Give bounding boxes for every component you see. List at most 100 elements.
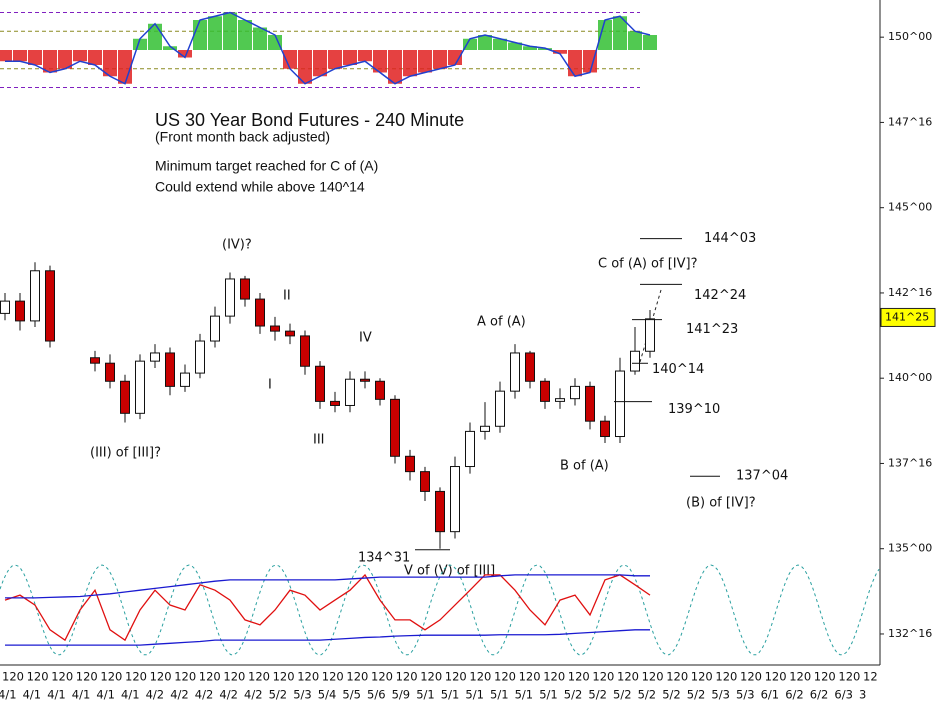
candle-body (450, 466, 460, 533)
oscillator-bar (343, 50, 357, 65)
x-tick-label: 120 (297, 670, 319, 684)
chart-title: US 30 Year Bond Futures - 240 Minute (155, 110, 464, 130)
oscillator-bar (178, 50, 192, 58)
candle-body (615, 370, 625, 438)
x-tick-label: 120 (76, 670, 98, 684)
oscillator-bar (463, 38, 477, 50)
cycle-line (0, 564, 880, 656)
candle-body (585, 385, 595, 422)
oscillator-bar (253, 27, 267, 50)
x-tick-label: 5/2 (687, 688, 706, 702)
candle-body (105, 362, 115, 382)
x-tick-label: 12 (863, 670, 878, 684)
oscillator-bar (523, 46, 537, 50)
candle-body (315, 365, 325, 402)
x-tick-label: 4/1 (47, 688, 66, 702)
wave-label: I (268, 378, 272, 393)
oscillator-bar (298, 50, 312, 84)
x-tick-label: 120 (100, 670, 122, 684)
oscillator-bar (193, 20, 207, 50)
oscillator-bar (58, 50, 72, 69)
wave-label: C of (A) of [IV]? (598, 257, 697, 272)
level-label: 140^14 (652, 362, 704, 377)
candle-body (150, 352, 160, 362)
x-tick-label: 5/9 (392, 688, 411, 702)
x-tick-label: 6/1 (761, 688, 780, 702)
candle-body (375, 380, 385, 400)
x-tick-label: 5/3 (293, 688, 312, 702)
level-label: 144^03 (704, 231, 756, 246)
candle-body (360, 378, 370, 382)
candle-body (225, 278, 235, 317)
indicator-line (4, 573, 651, 642)
x-tick-label: 5/2 (613, 688, 632, 702)
y-tick-label: 145^00 (888, 201, 932, 214)
last-price-box (880, 307, 936, 327)
x-tick-label: 5/1 (515, 688, 534, 702)
x-tick-label: 5/1 (490, 688, 509, 702)
x-tick-label: 4/1 (23, 688, 42, 702)
x-tick-label: 6/2 (785, 688, 804, 702)
wave-label: (III) of [III]? (90, 446, 161, 461)
candle-body (420, 471, 430, 492)
x-tick-label: 120 (248, 670, 270, 684)
wave-label: (IV)? (222, 238, 252, 253)
oscillator-bar (613, 16, 627, 50)
oscillator-bar (73, 50, 87, 62)
oscillator-bar (493, 38, 507, 50)
candle-body (135, 360, 145, 414)
oscillator-bar (373, 50, 387, 73)
x-tick-label: 120 (494, 670, 516, 684)
x-tick-label: 120 (371, 670, 393, 684)
wave-label: A of (A) (477, 315, 526, 330)
oscillator-bar (13, 50, 27, 62)
candle-body (300, 335, 310, 367)
x-tick-label: 5/2 (662, 688, 681, 702)
candle-body (285, 330, 295, 337)
x-tick-label: 5/3 (711, 688, 730, 702)
oscillator-bar (403, 50, 417, 77)
oscillator-bar (418, 50, 432, 73)
x-tick-label: 120 (789, 670, 811, 684)
level-label: 137^04 (736, 469, 788, 484)
oscillator-bar (643, 35, 657, 50)
x-tick-label: 120 (223, 670, 245, 684)
x-tick-label: 120 (322, 670, 344, 684)
oscillator-bar (103, 50, 117, 77)
candle-body (45, 270, 55, 342)
candle-body (630, 350, 640, 372)
wave-label: (B) of [IV]? (686, 496, 756, 511)
level-label: 141^23 (686, 322, 738, 337)
candle-body (240, 278, 250, 300)
oscillator-bar (553, 50, 567, 54)
x-tick-label: 120 (27, 670, 49, 684)
oscillator-bar (448, 50, 462, 65)
x-tick-label: 5/3 (736, 688, 755, 702)
x-tick-label: 5/1 (539, 688, 558, 702)
x-tick-label: 4/2 (219, 688, 238, 702)
oscillator-bar (313, 50, 327, 77)
candle-body (30, 270, 40, 322)
x-tick-label: 5/4 (318, 688, 337, 702)
x-tick-label: 120 (666, 670, 688, 684)
y-tick-label: 150^00 (888, 30, 932, 43)
candle-body (480, 425, 490, 432)
oscillator-bar (208, 16, 222, 50)
candle-body (495, 390, 505, 427)
oscillator-bar (238, 20, 252, 50)
candle-body (195, 340, 205, 374)
x-tick-label: 120 (814, 670, 836, 684)
candle-body (510, 352, 520, 392)
x-tick-label: 120 (642, 670, 664, 684)
candle-body (645, 318, 655, 352)
candle-body (435, 490, 445, 533)
candle-body (15, 300, 25, 322)
note: Minimum target reached for C of (A) (155, 158, 378, 174)
x-tick-label: 4/1 (96, 688, 115, 702)
x-tick-label: 5/5 (342, 688, 361, 702)
candle-body (255, 298, 265, 327)
oscillator-bar (28, 50, 42, 65)
x-tick-label: 120 (420, 670, 442, 684)
y-tick-label: 132^16 (888, 627, 932, 640)
wave-label: III (313, 433, 325, 448)
